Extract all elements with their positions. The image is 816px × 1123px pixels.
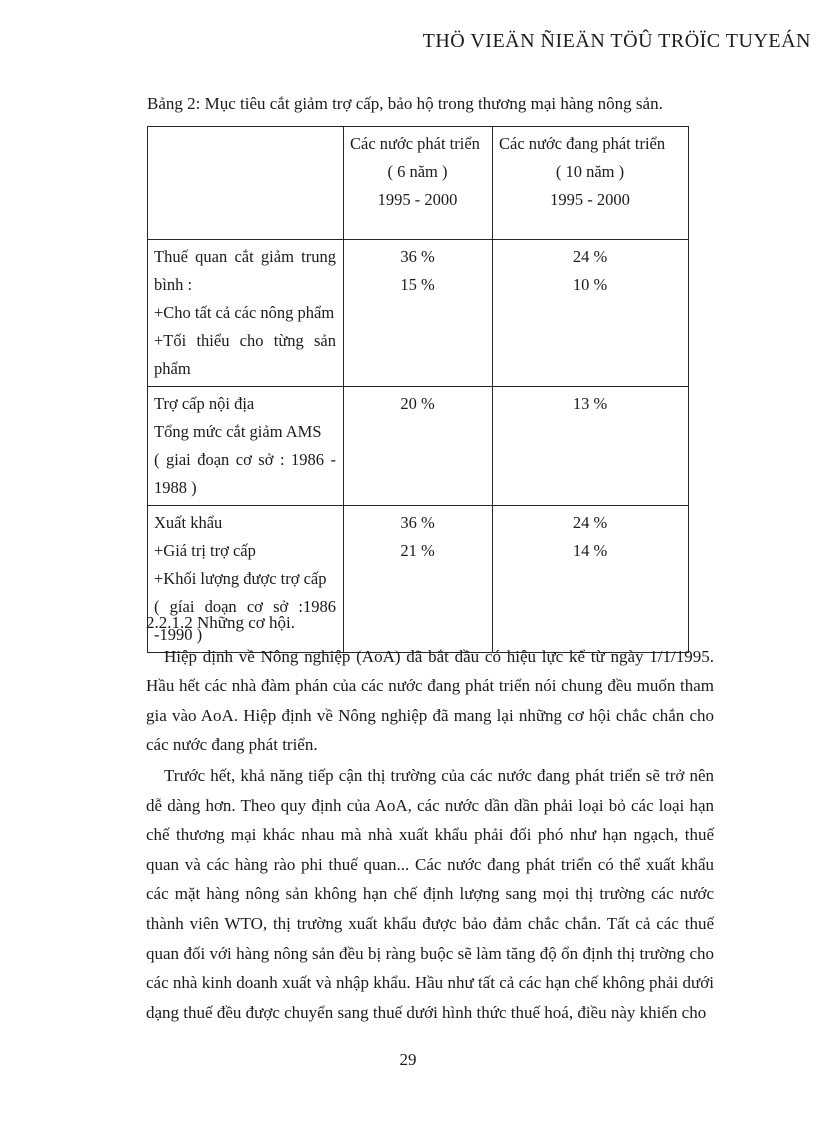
percent-value: 21 %: [400, 541, 435, 560]
body-paragraphs: Hiệp định về Nông nghiệp (AoA) đã bắt đầ…: [146, 642, 714, 1028]
row-label-line: +Cho tất cả các nông phẩm: [154, 303, 335, 322]
table-header-row: Các nước phát triển( 6 năm ) 1995 - 2000 …: [147, 126, 689, 240]
row-label-cell: Thuế quan cắt giảm trung bình : +Cho tất …: [147, 239, 344, 387]
row-label-line: Thuế quan cắt giảm trung bình :: [154, 247, 336, 294]
row-label-line: +Tối thiểu cho từng sản phẩm: [154, 331, 336, 378]
header-line: 1995 - 2000: [550, 190, 630, 209]
percent-value: 24 %: [572, 513, 608, 532]
percent-value: 10 %: [572, 275, 608, 294]
developing-values-cell: 13 %: [492, 386, 689, 506]
row-label-line: Xuất khẩu: [154, 513, 223, 532]
percent-value: 20 %: [400, 394, 435, 413]
percent-value: 13 %: [572, 394, 608, 413]
header-cell-developing-countries: Các nước đang phát triển ( 10 năm ) 1995 -…: [492, 126, 689, 240]
header-cell-developed-countries: Các nước phát triển ( 6 năm ) 1995 - 2000: [343, 126, 493, 240]
row-label-line: +Giá trị trợ cấp: [154, 541, 256, 560]
percent-value: 36 %: [400, 513, 435, 532]
header-line: Các nước phát triển: [350, 134, 480, 153]
percent-value: 14 %: [572, 541, 608, 560]
row-label-line: +Khối lượng được trợ cấp: [154, 569, 327, 588]
percent-value: 15 %: [400, 275, 435, 294]
developing-values-cell: 24 % 14 %: [492, 505, 689, 653]
section-heading: 2.2.1.2 Những cơ hội.: [146, 613, 295, 632]
subsidy-reduction-table: Các nước phát triển( 6 năm ) 1995 - 2000 …: [147, 126, 689, 653]
header-line: ( 10 năm ): [555, 162, 625, 181]
developed-values-cell: 36 % 15 %: [343, 239, 493, 387]
table-row: Xuất khẩu +Giá trị trợ cấp +Khối lượng đượ…: [147, 505, 689, 653]
table-row: Thuế quan cắt giảm trung bình : +Cho tất …: [147, 239, 689, 387]
percent-value: 24 %: [572, 247, 608, 266]
header-line: Các nước đang phát triển: [499, 134, 666, 153]
paragraph: Trước hết, khả năng tiếp cận thị trường …: [146, 765, 714, 1022]
table-row: Trợ cấp nội địa Tổng mức cắt giảm AMS ( gi…: [147, 386, 689, 506]
row-label-line: ( gíai doạn cơ sở :1986 -1990 ): [154, 597, 336, 644]
table-caption: Bảng 2: Mục tiêu cắt giảm trợ cấp, bảo h…: [147, 94, 663, 113]
library-watermark-header: THÖ VIEÄN ÑIEÄN TÖÛ TRÖÏC TUYEÁN: [422, 30, 811, 52]
row-label-line: Trợ cấp nội địa: [154, 394, 255, 413]
developing-values-cell: 24 % 10 %: [492, 239, 689, 387]
paragraph: Hiệp định về Nông nghiệp (AoA) đã bắt đầ…: [146, 646, 714, 755]
page-number: 29: [399, 1050, 417, 1069]
header-line: 1995 - 2000: [377, 190, 458, 209]
row-label-cell: Trợ cấp nội địa Tổng mức cắt giảm AMS ( gi…: [147, 386, 344, 506]
header-cell-empty: [147, 126, 344, 240]
percent-value: 36 %: [400, 247, 435, 266]
row-label-cell: Xuất khẩu +Giá trị trợ cấp +Khối lượng đượ…: [147, 505, 344, 653]
developed-values-cell: 20 %: [343, 386, 493, 506]
header-line: ( 6 năm ): [387, 162, 448, 181]
row-label-line: ( giai đoạn cơ sở : 1986 - 1988 ): [154, 450, 336, 497]
developed-values-cell: 36 % 21 %: [343, 505, 493, 653]
row-label-line: Tổng mức cắt giảm AMS: [154, 422, 322, 441]
body-content: 2.2.1.2 Những cơ hội. Hiệp định về Nông …: [146, 608, 714, 1028]
